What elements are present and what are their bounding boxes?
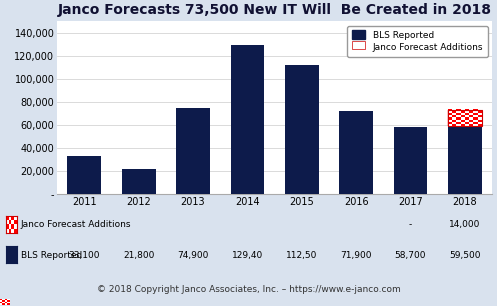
Legend: BLS Reported, Janco Forecast Additions: BLS Reported, Janco Forecast Additions: [347, 26, 488, 57]
Text: 21,800: 21,800: [123, 251, 155, 260]
Text: 33,100: 33,100: [69, 251, 100, 260]
Text: -: -: [409, 220, 412, 230]
Bar: [176, 108, 210, 194]
Title: Janco Forecasts 73,500 New IT Will  Be Created in 2018: Janco Forecasts 73,500 New IT Will Be Cr…: [58, 3, 492, 17]
Text: 58,700: 58,700: [395, 251, 426, 260]
Text: 59,500: 59,500: [449, 251, 481, 260]
Text: 71,900: 71,900: [340, 251, 372, 260]
Bar: [448, 110, 482, 126]
Text: 129,40: 129,40: [232, 251, 263, 260]
Bar: [448, 126, 482, 194]
Text: Janco Forecast Additions: Janco Forecast Additions: [21, 220, 131, 230]
Bar: [448, 110, 482, 126]
Text: © 2018 Copyright Janco Associates, Inc. – https://www.e-janco.com: © 2018 Copyright Janco Associates, Inc. …: [96, 285, 401, 294]
Bar: [339, 111, 373, 194]
Bar: [448, 110, 482, 126]
Text: 112,50: 112,50: [286, 251, 318, 260]
Text: 74,900: 74,900: [177, 251, 209, 260]
Bar: [394, 127, 427, 194]
Bar: [448, 110, 482, 126]
Text: 14,000: 14,000: [449, 220, 481, 230]
Text: BLS Reported: BLS Reported: [21, 251, 82, 260]
Bar: [285, 65, 319, 194]
Bar: [231, 45, 264, 194]
Bar: [68, 156, 101, 194]
Bar: [122, 169, 156, 194]
